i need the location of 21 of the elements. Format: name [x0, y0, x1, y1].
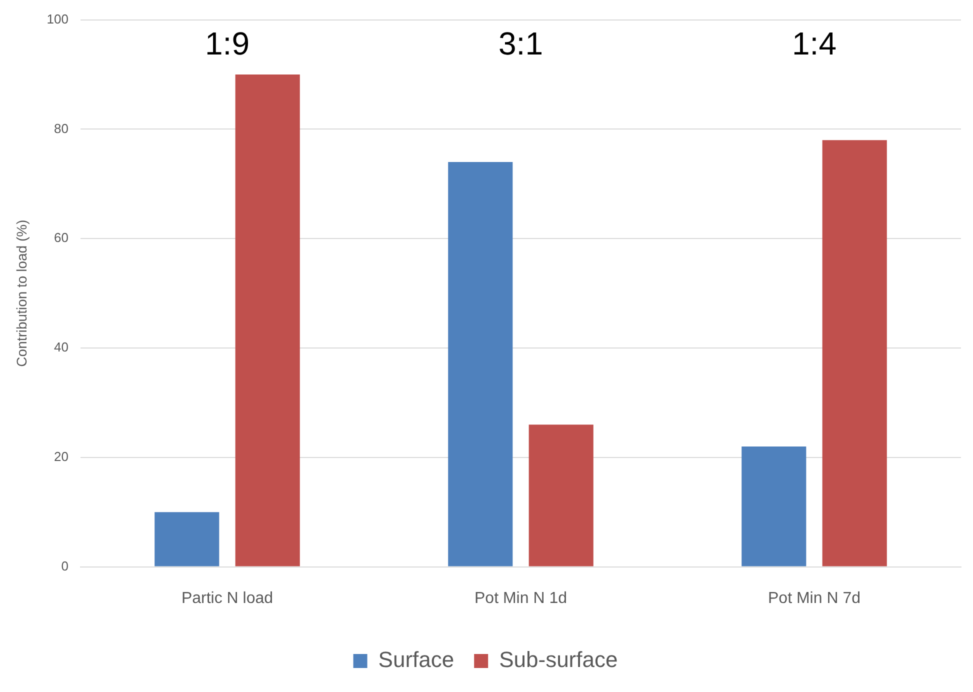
y-tick-label: 0 [61, 558, 68, 574]
x-tick-label: Pot Min N 1d [474, 590, 567, 607]
annotation: 1:4 [792, 26, 836, 62]
bar [528, 424, 594, 566]
bar [235, 74, 300, 566]
y-tick-label: 80 [54, 120, 68, 136]
y-axis-title: Contribution to load (%) [13, 220, 30, 367]
bar [448, 162, 513, 566]
bar [822, 140, 887, 566]
y-tick-label: 100 [46, 11, 68, 26]
x-tick-label: Pot Min N 7d [768, 590, 860, 607]
bar [154, 512, 220, 566]
legend-label: Sub-surface [499, 647, 618, 672]
legend-label: Surface [378, 647, 454, 672]
annotation: 3:1 [498, 26, 543, 62]
y-tick-label: 20 [54, 448, 68, 464]
x-tick-label: Partic N load [181, 590, 274, 607]
annotation: 1:9 [205, 26, 250, 62]
y-tick-label: 60 [54, 230, 68, 246]
bar [742, 446, 806, 566]
y-tick-label: 40 [54, 340, 68, 355]
